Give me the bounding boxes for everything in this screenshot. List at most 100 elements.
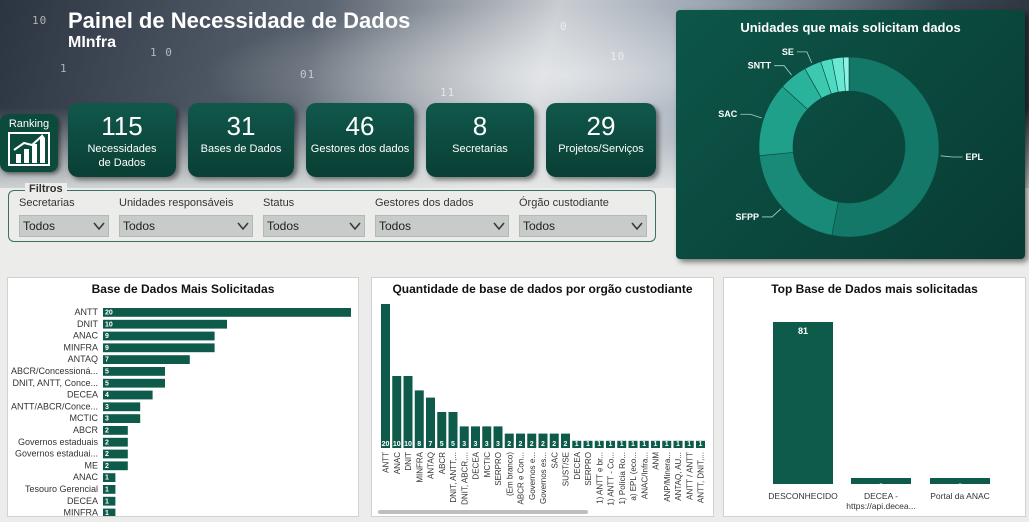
hbar-bar[interactable] (103, 378, 165, 388)
hbar-bar[interactable] (103, 331, 215, 341)
hbar-category-label: DECEA (67, 496, 98, 506)
top-bar[interactable] (930, 478, 990, 484)
hbar-bar[interactable] (103, 473, 116, 482)
hbar-bar[interactable] (103, 449, 128, 459)
filter-value: Todos (523, 219, 556, 233)
vbar-value-label: 10 (393, 441, 401, 448)
vbar-bar[interactable] (527, 433, 537, 448)
vbar-bar[interactable] (561, 433, 570, 448)
hbar-bar[interactable] (103, 308, 351, 317)
vbar-bar[interactable] (448, 412, 458, 448)
hbar-bar[interactable] (103, 402, 141, 412)
vbar-bar[interactable] (414, 390, 424, 448)
vbar-bar[interactable] (606, 440, 615, 448)
vbar-bar[interactable] (572, 440, 582, 448)
vbar-bar[interactable] (617, 440, 627, 448)
hbar-category-label: MCTIC (70, 413, 99, 423)
hbar-bar[interactable] (103, 390, 153, 400)
vbar-bar[interactable] (381, 304, 390, 448)
donut-slice[interactable] (842, 56, 850, 92)
vbar-value-label: 20 (382, 441, 390, 448)
vbar-value-label: 1 (597, 441, 601, 448)
hbar-bar[interactable] (103, 355, 190, 364)
vbar-bar[interactable] (583, 440, 593, 448)
hbar-category-label: ANTT/ABCR/Conce... (11, 401, 98, 411)
vbar-bar[interactable] (516, 433, 525, 448)
top-bar[interactable] (773, 322, 833, 484)
kpi-label: Projetos/Serviços (558, 143, 644, 155)
vbar-value-label: 1 (687, 441, 691, 448)
vbar-bar[interactable] (471, 426, 480, 448)
hbar-value-label: 5 (105, 380, 109, 387)
donut-label: SAC (718, 109, 738, 119)
vbar-bar[interactable] (549, 433, 559, 448)
vbar-bar[interactable] (673, 440, 683, 448)
hbar-category-label: ABCR/Concessioná... (11, 366, 98, 376)
vbar-bar[interactable] (426, 397, 435, 448)
hbar-bar[interactable] (103, 437, 128, 447)
bar-chart-growth-icon (8, 132, 50, 166)
vbar-value-label: 10 (404, 441, 412, 448)
vbar-bar[interactable] (538, 433, 548, 448)
panel-quantidade-por-orgao: Quantidade de base de dados por orgão cu… (371, 277, 714, 517)
vbar-bar[interactable] (459, 426, 469, 448)
kpi-value: 8 (472, 111, 488, 141)
hbar-bar[interactable] (103, 319, 227, 329)
hbar-value-label: 2 (105, 463, 109, 470)
vbar-bar[interactable] (628, 440, 638, 448)
filter-value: Todos (267, 219, 300, 233)
vbar-category-label: ANTAQ, AU... (674, 452, 683, 501)
binary-decoration: 10 (610, 50, 626, 63)
hbar-bar[interactable] (103, 485, 116, 494)
donut-label: SFPP (735, 212, 759, 222)
top-bar[interactable] (851, 478, 911, 484)
hbar-bar[interactable] (103, 508, 116, 516)
filter-unidades-select[interactable]: Todos (119, 215, 253, 237)
vbar-value-label: 2 (507, 441, 511, 448)
vbar-category-label: (Em branco) (505, 452, 514, 496)
chevron-down-icon (493, 222, 505, 231)
vbar-bar[interactable] (403, 376, 413, 448)
vbar-bar[interactable] (493, 426, 503, 448)
horizontal-scrollbar[interactable] (378, 510, 588, 514)
vbar-bar[interactable] (651, 440, 660, 448)
donut-slice[interactable] (831, 56, 940, 238)
vbar-bar[interactable] (437, 412, 447, 448)
filter-orgao-select[interactable]: Todos (519, 215, 647, 237)
filter-label: Unidades responsáveis (119, 197, 234, 209)
filter-status-select[interactable]: Todos (263, 215, 365, 237)
hbar-bar[interactable] (103, 461, 128, 471)
filters-title: Filtros (25, 183, 67, 195)
page-subtitle: MInfra (68, 34, 116, 51)
vbar-bar[interactable] (696, 440, 705, 448)
filter-secretarias-select[interactable]: Todos (19, 215, 109, 237)
donut-label: SNTT (748, 61, 772, 71)
vbar-category-label: ANAC (393, 452, 402, 474)
vbar-bar[interactable] (594, 440, 604, 448)
vbar-bar[interactable] (639, 440, 649, 448)
vbar-bar[interactable] (504, 433, 514, 448)
vbar-bar[interactable] (482, 426, 492, 448)
vbar-bar[interactable] (392, 376, 402, 448)
donut-leader-line (796, 51, 813, 64)
vbar-bar[interactable] (662, 440, 672, 448)
filter-gestores-select[interactable]: Todos (375, 215, 509, 237)
kpi-value: 115 (101, 111, 143, 141)
top-category-label: DESCONHECIDO (768, 491, 838, 501)
binary-decoration: 1 0 (150, 46, 173, 59)
panel-top-base-dados: Top Base de Dados mais solicitadas 81 DES… (723, 277, 1026, 517)
vbar-value-label: 2 (519, 441, 523, 448)
hbar-bar[interactable] (103, 426, 128, 435)
hbar-bar[interactable] (103, 343, 215, 353)
hbar-bar[interactable] (103, 496, 116, 506)
vbar-category-label: DNIT, ABCR,... (460, 452, 469, 505)
hbar-bar[interactable] (103, 367, 165, 376)
vbar-category-label: ANTAQ (427, 452, 436, 479)
vbar-bar[interactable] (684, 440, 694, 448)
donut-slice[interactable] (759, 152, 839, 236)
ranking-button[interactable]: Ranking (0, 114, 58, 172)
vbar-category-label: 1) Polícia Ro... (618, 452, 627, 504)
vbar-category-label: MCTIC (483, 452, 492, 478)
vbar-category-label: MINFRA (415, 451, 424, 482)
hbar-bar[interactable] (103, 414, 141, 423)
